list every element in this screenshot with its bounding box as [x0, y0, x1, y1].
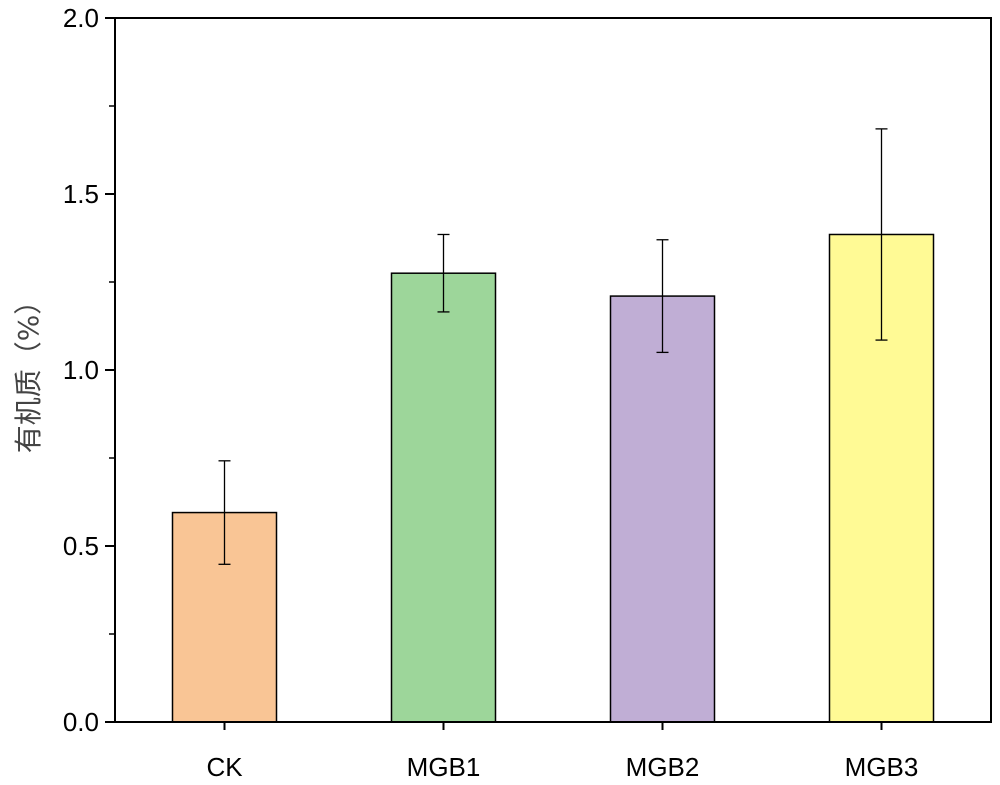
x-tick-label: MGB3	[845, 752, 919, 782]
bar-mgb1	[390, 272, 497, 723]
y-tick-label: 1.5	[63, 179, 99, 209]
y-tick-label: 2.0	[63, 3, 99, 33]
bar-mgb2	[609, 295, 716, 723]
y-tick-label: 1.0	[63, 355, 99, 385]
y-axis: 0.0 0.5 1.0 1.5 2.0	[63, 3, 115, 737]
x-axis: CK MGB1 MGB2 MGB3	[206, 722, 918, 782]
x-tick-label: MGB2	[626, 752, 700, 782]
x-tick-label: MGB1	[407, 752, 481, 782]
error-bars-group	[218, 128, 888, 565]
y-tick-label: 0.0	[63, 707, 99, 737]
bars-group	[171, 233, 935, 723]
x-tick-label: CK	[206, 752, 243, 782]
y-axis-title: 有机质（%）	[12, 287, 45, 454]
y-tick-label: 0.5	[63, 531, 99, 561]
